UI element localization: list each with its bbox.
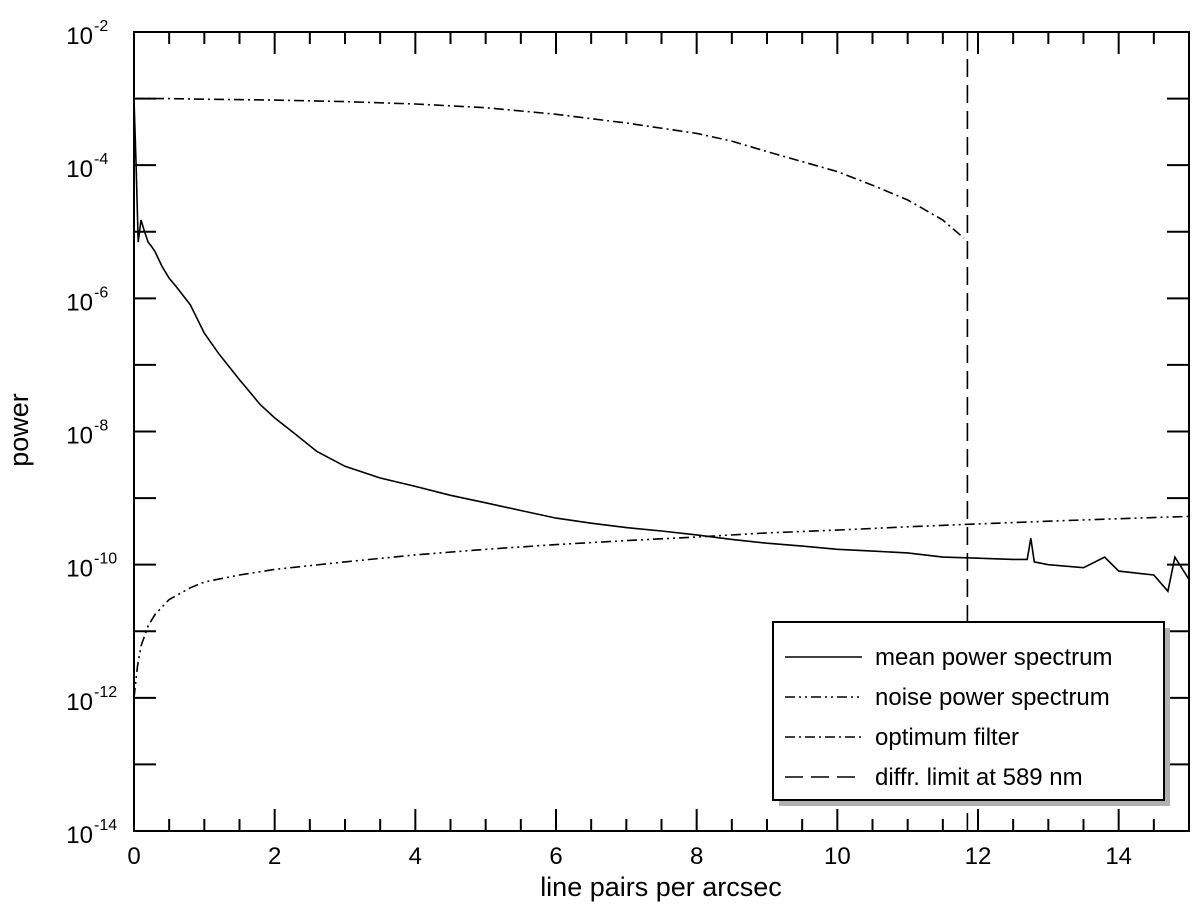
legend-label: mean power spectrum — [875, 644, 1112, 671]
x-tick-label: 2 — [268, 843, 281, 870]
y-tick-exponent: -4 — [94, 151, 108, 168]
y-axis-label: power — [4, 393, 34, 467]
y-tick-label: 10 — [66, 689, 93, 716]
y-tick-exponent: -8 — [94, 418, 108, 435]
plot-frame — [133, 31, 1190, 832]
y-tick-label: 10 — [66, 289, 93, 316]
y-tick-label: 10 — [66, 556, 93, 583]
legend-label: diffr. limit at 589 nm — [875, 764, 1083, 791]
y-tick-exponent: -10 — [94, 551, 117, 568]
y-tick-label: 10 — [66, 156, 93, 183]
series-mean-power-spectrum — [133, 98, 1190, 593]
y-tick-exponent: -12 — [94, 684, 117, 701]
y-tick-exponent: -14 — [94, 817, 117, 834]
x-tick-label: 12 — [965, 843, 992, 870]
x-tick-label: 6 — [549, 843, 562, 870]
x-tick-label: 14 — [1105, 843, 1132, 870]
y-tick-label: 10 — [66, 423, 93, 450]
x-axis-label: line pairs per arcsec — [540, 872, 782, 902]
legend: mean power spectrum noise power spectrum o… — [772, 621, 1170, 806]
legend-label: noise power spectrum — [875, 684, 1110, 711]
series-noise-power-spectrum — [133, 515, 1190, 698]
x-tick-label: 10 — [824, 843, 851, 870]
x-tick-label: 8 — [690, 843, 703, 870]
legend-label: optimum filter — [875, 724, 1019, 751]
x-tick-label: 4 — [409, 843, 422, 870]
legend-box — [772, 621, 1165, 801]
y-tick-exponent: -6 — [94, 284, 108, 301]
y-tick-exponent: -2 — [94, 18, 108, 35]
series-optimum-filter — [134, 97, 965, 239]
y-tick-label: 10 — [66, 822, 93, 849]
x-tick-label: 0 — [127, 843, 140, 870]
y-tick-label: 10 — [66, 23, 93, 50]
x-tick-labels: 0 2 4 6 8 10 12 14 — [127, 843, 1132, 870]
